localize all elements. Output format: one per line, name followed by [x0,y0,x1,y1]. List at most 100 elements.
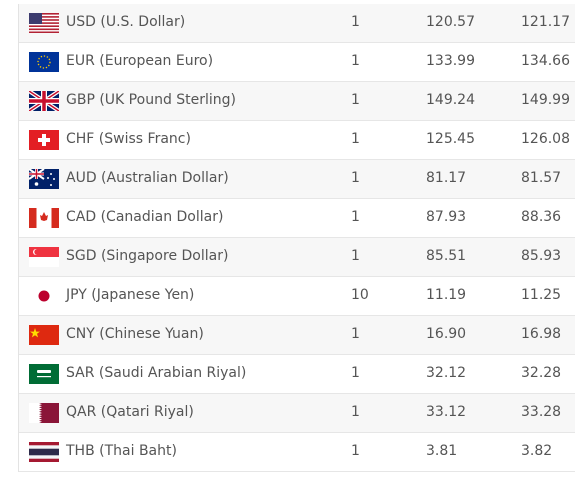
unit: 10 [351,287,369,303]
sell-rate: 134.66 [521,53,570,69]
flag-icon [29,325,59,345]
sell-rate: 33.28 [521,404,562,420]
buy-rate: 16.90 [426,326,467,342]
flag-icon [29,403,59,423]
sell-rate: 16.98 [521,326,562,342]
flag-shape [29,325,59,345]
flag-shape [29,13,59,15]
flag-shape [50,173,52,175]
rate-row: USD (U.S. Dollar) 1 120.57 121.17 [19,4,575,43]
flag-shape [40,212,48,221]
buy-rate: 3.81 [426,443,458,459]
flag-icon [29,52,59,72]
flag-shape [29,91,59,111]
sell-rate: 126.08 [521,131,570,147]
flag-shape [29,247,59,257]
flag-shape [29,22,59,24]
flag-shape [37,376,51,378]
currency-name: SAR (Saudi Arabian Riyal) [66,365,247,381]
flag-shape [29,364,59,384]
currency-name: THB (Thai Baht) [66,443,177,459]
sell-rate: 11.25 [521,287,562,303]
flag-shape [29,403,42,423]
flag-shape [38,138,50,142]
flag-shape [47,177,49,179]
rate-row: JPY (Japanese Yen) 10 11.19 11.25 [19,277,575,316]
flag-shape [29,16,59,18]
rate-row: THB (Thai Baht) 1 3.81 3.82 [19,433,575,472]
flag-icon [29,286,59,306]
rate-row: AUD (Australian Dollar) 1 81.17 81.57 [19,160,575,199]
flag-shape [29,169,44,179]
flag-icon [29,13,59,33]
flag-shape [38,290,50,302]
rate-row: CNY (Chinese Yuan) 1 16.90 16.98 [19,316,575,355]
rate-row: CAD (Canadian Dollar) 1 87.93 88.36 [19,199,575,238]
flag-shape [29,31,59,33]
flag-shape [29,13,42,24]
sell-rate: 149.99 [521,92,570,108]
flag-shape [50,184,52,186]
flag-shape [29,448,59,456]
buy-rate: 81.17 [426,170,467,186]
currency-name: SGD (Singapore Dollar) [66,248,229,264]
sell-rate: 85.93 [521,248,562,264]
unit: 1 [351,326,360,342]
flag-shape [29,25,59,27]
buy-rate: 125.45 [426,131,475,147]
buy-rate: 133.99 [426,53,475,69]
flag-shape [37,55,51,69]
currency-name: EUR (European Euro) [66,53,214,69]
flag-icon [29,208,59,228]
buy-rate: 149.24 [426,92,475,108]
rate-row: CHF (Swiss Franc) 1 125.45 126.08 [19,121,575,160]
currency-name: JPY (Japanese Yen) [66,287,195,303]
sell-rate: 121.17 [521,14,570,30]
flag-shape [29,28,59,31]
buy-rate: 85.51 [426,248,467,264]
currency-name: QAR (Qatari Riyal) [66,404,194,420]
sell-rate: 32.28 [521,365,562,381]
flag-shape [29,52,59,72]
unit: 1 [351,248,360,264]
currency-name: AUD (Australian Dollar) [66,170,229,186]
currency-name: CNY (Chinese Yuan) [66,326,204,342]
buy-rate: 120.57 [426,14,475,30]
buy-rate: 32.12 [426,365,467,381]
unit: 1 [351,443,360,459]
flag-shape [51,208,59,228]
buy-rate: 87.93 [426,209,467,225]
buy-rate: 11.19 [426,287,467,303]
flag-shape [34,249,41,255]
unit: 1 [351,92,360,108]
flag-shape [34,182,39,186]
flag-icon [29,442,59,462]
rate-row: EUR (European Euro) 1 133.99 134.66 [19,43,575,82]
rate-row: GBP (UK Pound Sterling) 1 149.24 149.99 [19,82,575,121]
rates-table: USD (U.S. Dollar) 1 120.57 121.17 EUR (Europ… [18,4,575,472]
flag-icon [29,91,59,111]
currency-name: CHF (Swiss Franc) [66,131,191,147]
currency-name: CAD (Canadian Dollar) [66,209,224,225]
unit: 1 [351,209,360,225]
rate-row: QAR (Qatari Riyal) 1 33.12 33.28 [19,394,575,433]
rate-row: SAR (Saudi Arabian Riyal) 1 32.12 32.28 [19,355,575,394]
flag-icon [29,169,59,189]
flag-icon [29,130,59,150]
flag-shape [30,328,40,338]
flag-shape [29,208,37,228]
currency-name: GBP (UK Pound Sterling) [66,92,237,108]
unit: 1 [351,404,360,420]
sell-rate: 88.36 [521,209,562,225]
sell-rate: 3.82 [521,443,553,459]
rate-row: SGD (Singapore Dollar) 1 85.51 85.93 [19,238,575,277]
unit: 1 [351,131,360,147]
unit: 1 [351,53,360,69]
sell-rate: 81.57 [521,170,562,186]
flag-icon [29,364,59,384]
flag-shape [37,370,51,373]
flag-icon [29,247,59,267]
flag-shape [29,19,59,21]
unit: 1 [351,14,360,30]
